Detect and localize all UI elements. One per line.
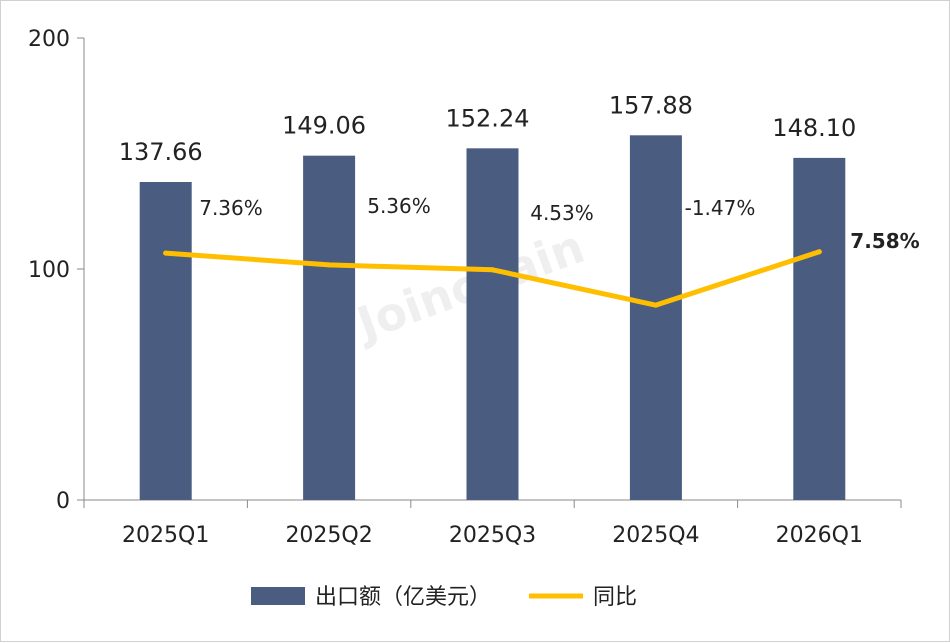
bar-value-label: 149.06: [282, 112, 366, 140]
bar-value-label: 137.66: [119, 138, 203, 166]
x-category-label: 2025Q2: [285, 523, 372, 548]
y-tick-label: 100: [28, 258, 70, 283]
x-category-label: 2025Q3: [449, 523, 536, 548]
bar-2025Q1: [139, 182, 192, 500]
legend-label-export: 出口额（亿美元）: [315, 585, 491, 610]
y-tick-label: 200: [28, 27, 70, 52]
x-category-label: 2025Q4: [612, 523, 699, 548]
yoy-point-2026Q1: [816, 249, 822, 255]
yoy-point-2025Q3: [490, 267, 495, 273]
x-category-label: 2026Q1: [776, 523, 863, 548]
yoy-value-label: 7.36%: [199, 196, 263, 220]
yoy-point-2025Q4: [653, 302, 659, 308]
bar-value-label: 148.10: [772, 114, 856, 142]
yoy-point-2025Q1: [163, 250, 169, 256]
yoy-value-label: 5.36%: [367, 194, 431, 218]
legend-swatch-export: [251, 587, 305, 605]
bar-2025Q2: [303, 155, 356, 501]
bar-2026Q1: [793, 157, 846, 500]
yoy-value-label: -1.47%: [685, 196, 756, 220]
yoy-value-label: 4.53%: [530, 201, 594, 225]
bar-value-label: 157.88: [609, 91, 693, 119]
yoy-value-label: 7.58%: [850, 229, 919, 253]
legend-label-yoy: 同比: [593, 585, 637, 610]
bar-value-label: 152.24: [446, 104, 530, 132]
bar-2025Q3: [466, 148, 519, 500]
y-tick-label: 0: [56, 489, 70, 514]
bar-2025Q4: [629, 135, 682, 501]
x-category-label: 2025Q1: [122, 523, 209, 548]
yoy-point-2025Q2: [326, 262, 332, 268]
